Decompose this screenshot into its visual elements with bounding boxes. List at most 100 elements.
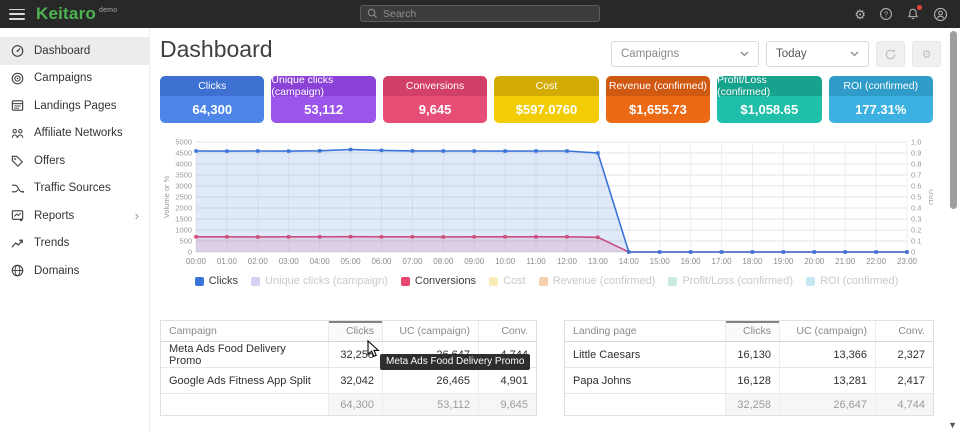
svg-text:0.3: 0.3 <box>911 215 921 224</box>
legend-item-unique-clicks[interactable]: Unique clicks (campaign) <box>251 275 388 287</box>
sidebar-item-trends[interactable]: Trends <box>0 230 149 258</box>
metric-card-label: Cost <box>494 76 598 96</box>
column-header-landing-page[interactable]: Landing page <box>565 321 725 341</box>
sidebar-item-affiliate-networks[interactable]: Affiliate Networks <box>0 120 149 148</box>
sidebar-item-label: Reports <box>34 210 74 222</box>
legend-item-profit[interactable]: Profit/Loss (confirmed) <box>668 275 793 287</box>
metric-card-profit[interactable]: Profit/Loss (confirmed) $1,058.65 <box>717 76 821 123</box>
svg-text:USD: USD <box>927 189 933 205</box>
sidebar-item-campaigns[interactable]: Campaigns <box>0 65 149 93</box>
scroll-down-arrow-icon[interactable]: ▼ <box>948 420 957 430</box>
reports-icon <box>10 208 25 223</box>
campaign-filter-select[interactable]: Campaigns <box>611 41 759 67</box>
metric-card-roi[interactable]: ROI (confirmed) 177.31% <box>829 76 933 123</box>
metric-card-conversions[interactable]: Conversions 9,645 <box>383 76 487 123</box>
metric-card-label: Clicks <box>160 76 264 96</box>
settings-gear-icon[interactable]: ⚙ <box>854 8 866 21</box>
metric-card-value: 64,300 <box>160 96 264 123</box>
svg-text:07:00: 07:00 <box>402 257 423 266</box>
svg-text:0.1: 0.1 <box>911 237 921 246</box>
global-search[interactable] <box>360 5 600 22</box>
svg-text:0.5: 0.5 <box>911 193 921 202</box>
metric-card-unique-clicks[interactable]: Unique clicks (campaign) 53,112 <box>271 76 375 123</box>
app-logo[interactable]: Keitarodemo <box>36 4 117 24</box>
submenu-chevron-icon[interactable]: › <box>135 208 139 223</box>
clicks-value: 32,042 <box>328 368 382 393</box>
campaign-name[interactable]: Meta Ads Food Delivery Promo <box>161 342 328 367</box>
menu-toggle-icon[interactable] <box>9 9 25 20</box>
sidebar-item-label: Landings Pages <box>34 100 116 112</box>
column-header-clicks[interactable]: Clicks <box>328 321 382 341</box>
sidebar-item-landings-pages[interactable]: Landings Pages <box>0 92 149 120</box>
legend-swatch <box>539 277 548 286</box>
sidebar-item-traffic-sources[interactable]: Traffic Sources <box>0 175 149 203</box>
uc-value: 26,465 <box>382 368 478 393</box>
metric-card-cost[interactable]: Cost $597.0760 <box>494 76 598 123</box>
conv-value: 4,901 <box>478 368 536 393</box>
column-header-campaign[interactable]: Campaign <box>161 321 328 341</box>
landing-page-name[interactable]: Papa Johns <box>565 368 725 393</box>
legend-item-revenue[interactable]: Revenue (confirmed) <box>539 275 656 287</box>
column-header-clicks[interactable]: Clicks <box>725 321 779 341</box>
metric-card-value: 53,112 <box>271 96 375 123</box>
column-header-uc-campaign[interactable]: UC (campaign) <box>779 321 875 341</box>
widget-settings-button[interactable]: ⚙ <box>912 41 941 67</box>
table-row[interactable]: Google Ads Fitness App Split 32,042 26,4… <box>161 368 536 394</box>
user-account-icon[interactable] <box>933 7 948 22</box>
sidebar-item-reports[interactable]: Reports › <box>0 202 149 230</box>
svg-text:10:00: 10:00 <box>495 257 516 266</box>
landing-page-name[interactable]: Little Caesars <box>565 342 725 367</box>
sidebar-item-label: Dashboard <box>34 45 90 57</box>
metric-card-value: $597.0760 <box>494 96 598 123</box>
column-header-uc-campaign[interactable]: UC (campaign) <box>382 321 478 341</box>
sidebar-item-offers[interactable]: Offers <box>0 147 149 175</box>
legend-item-cost[interactable]: Cost <box>489 275 526 287</box>
sidebar-item-domains[interactable]: Domains <box>0 257 149 285</box>
uc-value: 13,281 <box>779 368 875 393</box>
table-row[interactable]: Papa Johns 16,128 13,281 2,417 <box>565 368 933 394</box>
logo-demo-badge: demo <box>99 7 117 14</box>
legend-item-roi[interactable]: ROI (confirmed) <box>806 275 898 287</box>
totals-spacer <box>161 394 328 415</box>
totals-clicks: 64,300 <box>328 394 382 415</box>
metric-card-revenue[interactable]: Revenue (confirmed) $1,655.73 <box>606 76 710 123</box>
notifications-bell-icon[interactable] <box>906 7 920 21</box>
metric-card-value: $1,058.65 <box>717 96 821 123</box>
column-header-conv[interactable]: Conv. <box>478 321 536 341</box>
date-range-select[interactable]: Today <box>766 41 869 67</box>
svg-text:4000: 4000 <box>175 160 192 169</box>
metric-card-clicks[interactable]: Clicks 64,300 <box>160 76 264 123</box>
dashboard-icon <box>10 43 25 58</box>
totals-conv: 4,744 <box>875 394 933 415</box>
table-row[interactable]: Little Caesars 16,130 13,366 2,327 <box>565 342 933 368</box>
legend-item-conversions[interactable]: Conversions <box>401 275 476 287</box>
help-icon[interactable]: ? <box>879 7 893 21</box>
search-input[interactable] <box>383 8 593 20</box>
legend-swatch <box>668 277 677 286</box>
svg-text:06:00: 06:00 <box>371 257 392 266</box>
vertical-scrollbar[interactable] <box>950 31 957 209</box>
search-icon <box>367 8 378 19</box>
legend-item-clicks[interactable]: Clicks <box>195 275 238 287</box>
svg-text:03:00: 03:00 <box>279 257 300 266</box>
notification-dot <box>917 5 922 10</box>
legend-label: Profit/Loss (confirmed) <box>682 275 793 287</box>
svg-text:0.9: 0.9 <box>911 149 921 158</box>
legend-swatch <box>251 277 260 286</box>
sidebar-item-label: Domains <box>34 265 79 277</box>
svg-text:00:00: 00:00 <box>186 257 207 266</box>
campaign-name[interactable]: Google Ads Fitness App Split <box>161 368 328 393</box>
sidebar-item-label: Trends <box>34 237 69 249</box>
chart-legend: Clicks Unique clicks (campaign) Conversi… <box>160 275 933 287</box>
svg-text:1000: 1000 <box>175 226 192 235</box>
topbar: Keitarodemo ⚙ ? <box>0 0 960 28</box>
refresh-button[interactable] <box>876 41 905 67</box>
svg-text:0: 0 <box>188 248 192 257</box>
svg-text:500: 500 <box>179 237 192 246</box>
sidebar-item-dashboard[interactable]: Dashboard <box>0 37 149 65</box>
svg-text:0.2: 0.2 <box>911 226 921 235</box>
sidebar-item-label: Traffic Sources <box>34 182 111 194</box>
svg-text:0.4: 0.4 <box>911 204 921 213</box>
column-header-conv[interactable]: Conv. <box>875 321 933 341</box>
legend-swatch <box>401 277 410 286</box>
